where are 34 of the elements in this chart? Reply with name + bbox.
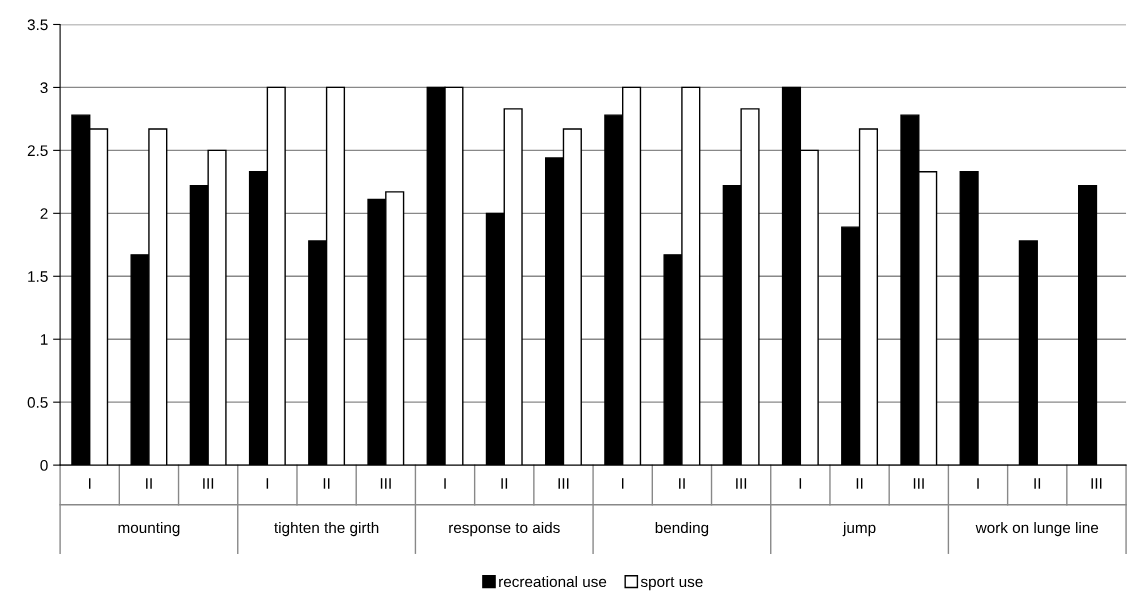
x-tick-label: III (913, 478, 924, 489)
y-tick-label: 3.5 (27, 19, 48, 31)
y-tick-label: 0 (40, 459, 48, 471)
x-tick-label: III (558, 478, 569, 489)
x-tick-label: I (444, 478, 446, 489)
x-tick-label: III (1091, 478, 1102, 489)
x-tick-label: III (203, 478, 214, 489)
x-tick-label: II (1034, 478, 1041, 489)
legend-label: sport use (640, 577, 703, 591)
text: bending (655, 521, 709, 537)
x-tick-label: I (977, 478, 979, 489)
x-tick-label: I (89, 478, 91, 489)
text: mounting (118, 521, 180, 537)
x-tick-label: III (380, 478, 391, 489)
y-tick-label: 3 (40, 82, 48, 94)
text: work on lunge line (975, 521, 1099, 537)
x-tick-label: II (323, 478, 330, 489)
legend-label: recreational use (499, 575, 607, 588)
y-tick-label: 2.5 (27, 145, 48, 157)
x-tick-label: II (856, 478, 863, 489)
x-tick-label: I (799, 478, 802, 489)
x-tick-label: I (621, 478, 624, 489)
x-tick-label: II (146, 478, 152, 489)
text: tighten the girth (274, 521, 379, 537)
y-tick-label: 2 (40, 208, 48, 219)
x-tick-label: II (679, 478, 685, 489)
text: response to aids (449, 521, 560, 537)
x-tick-label: II (501, 478, 508, 489)
y-tick-label: 1.5 (28, 271, 48, 282)
y-tick-label: 0.5 (27, 397, 48, 408)
x-tick-label: I (266, 478, 269, 489)
x-tick-label: III (736, 478, 747, 489)
y-tick-label: 1 (40, 334, 48, 345)
text: jump (842, 521, 876, 537)
